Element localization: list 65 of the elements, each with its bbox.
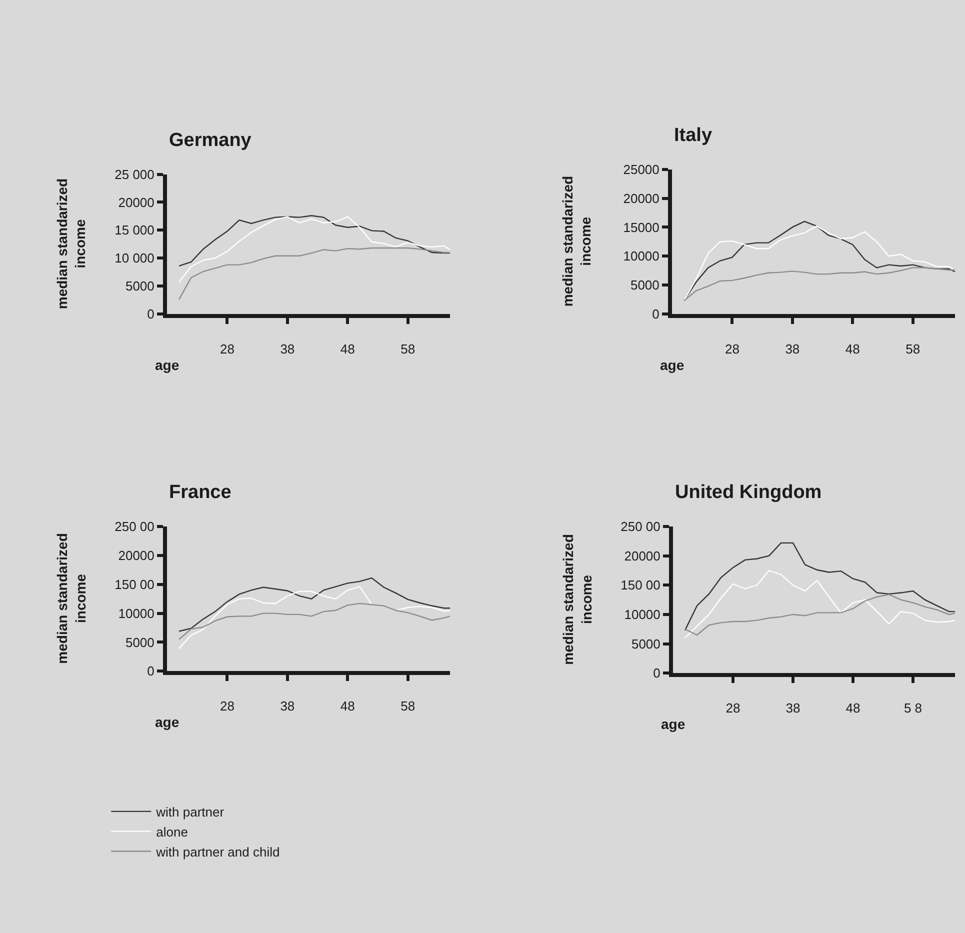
- line-series: [684, 542, 955, 631]
- y-tick-label: 0: [652, 306, 660, 322]
- line-series: [178, 215, 450, 267]
- line-series: [684, 594, 955, 636]
- x-tick-label: 28: [726, 700, 740, 716]
- y-tick-label: 25000: [623, 162, 660, 177]
- y-tick-label: 20000: [118, 194, 154, 210]
- y-tick-label: 250 00: [620, 519, 660, 534]
- y-tick-label: 5000: [631, 636, 660, 652]
- y-tick-label: 5000: [125, 278, 154, 294]
- y-tick-label: 20000: [624, 548, 660, 564]
- x-axis-title: age: [155, 714, 180, 730]
- x-tick-label: 28: [724, 342, 740, 357]
- y-tick-label: 0: [147, 306, 154, 322]
- y-axis-title: median standarized income: [560, 534, 594, 665]
- line-series: [683, 267, 955, 302]
- y-tick-label: 150 00: [620, 578, 660, 593]
- legend-label: alone: [156, 824, 188, 840]
- x-axis-title: age: [661, 716, 686, 732]
- line-series: [178, 586, 450, 650]
- y-tick-label: 0: [147, 664, 154, 679]
- chart-title: United Kingdom: [675, 482, 822, 503]
- y-axis-title: median standarized income: [559, 176, 594, 307]
- y-tick-label: 250 00: [114, 519, 154, 534]
- chart-title: France: [169, 482, 232, 503]
- y-tick-label: 10000: [118, 606, 154, 621]
- line-series: [178, 577, 450, 632]
- line-series: [684, 570, 955, 639]
- x-tick-label: 38: [280, 698, 295, 714]
- x-axis-title: age: [155, 357, 180, 373]
- y-tick-label: 15 000: [114, 222, 154, 238]
- y-tick-label: 5000: [630, 278, 660, 293]
- y-tick-label: 5000: [125, 634, 154, 650]
- y-tick-label: 10000: [624, 607, 660, 622]
- x-tick-label: 48: [340, 698, 355, 714]
- x-tick-label: 58: [906, 342, 920, 357]
- x-tick-label: 48: [845, 342, 860, 357]
- x-tick-label: 48: [340, 342, 355, 357]
- y-tick-label: 10 000: [114, 250, 154, 266]
- y-axis-title: median standarized income: [54, 533, 88, 664]
- y-tick-label: 25 000: [114, 166, 154, 182]
- x-axis-title: age: [660, 357, 684, 373]
- x-tick-label: 28: [220, 698, 234, 714]
- y-tick-label: 20000: [118, 548, 154, 563]
- x-tick-label: 58: [400, 342, 416, 357]
- x-tick-label: 48: [846, 700, 860, 716]
- legend-label: with partner: [155, 804, 225, 820]
- line-series: [178, 216, 450, 283]
- x-tick-label: 38: [280, 342, 295, 357]
- y-axis-title: median standarized income: [54, 178, 88, 310]
- x-tick-label: 5 8: [904, 700, 922, 716]
- chart-title: Italy: [674, 125, 712, 146]
- chart-title: Germany: [169, 130, 252, 151]
- y-tick-label: 0: [653, 666, 660, 681]
- legend-label: with partner and child: [155, 844, 280, 860]
- x-tick-label: 58: [400, 698, 416, 714]
- y-tick-label: 15000: [623, 220, 660, 235]
- line-series: [178, 247, 450, 300]
- line-series: [178, 602, 450, 640]
- y-tick-label: 10000: [623, 248, 660, 264]
- y-tick-label: 150 00: [114, 576, 154, 592]
- x-tick-label: 38: [786, 700, 800, 716]
- x-tick-label: 28: [220, 342, 234, 357]
- y-tick-label: 20000: [623, 190, 660, 206]
- x-tick-label: 38: [785, 342, 800, 357]
